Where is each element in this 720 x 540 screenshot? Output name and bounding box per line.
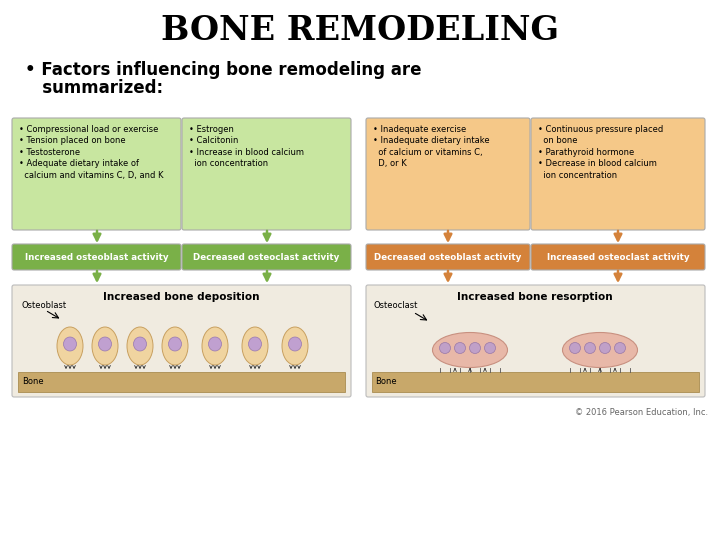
- Ellipse shape: [63, 337, 76, 351]
- FancyBboxPatch shape: [12, 285, 351, 397]
- Ellipse shape: [600, 342, 611, 354]
- Ellipse shape: [289, 337, 302, 351]
- Text: • Compressional load or exercise
• Tension placed on bone
• Testosterone
• Adequ: • Compressional load or exercise • Tensi…: [19, 125, 163, 180]
- Text: © 2016 Pearson Education, Inc.: © 2016 Pearson Education, Inc.: [575, 408, 708, 416]
- FancyBboxPatch shape: [531, 244, 705, 270]
- Ellipse shape: [454, 342, 466, 354]
- Ellipse shape: [469, 342, 480, 354]
- Ellipse shape: [248, 337, 261, 351]
- Ellipse shape: [242, 327, 268, 365]
- Ellipse shape: [99, 337, 112, 351]
- Ellipse shape: [202, 327, 228, 365]
- Text: Bone: Bone: [22, 377, 44, 387]
- FancyBboxPatch shape: [366, 118, 530, 230]
- Bar: [18, 372, 345, 392]
- Ellipse shape: [614, 342, 626, 354]
- Text: • Factors influencing bone remodeling are: • Factors influencing bone remodeling ar…: [25, 61, 421, 79]
- Text: • Inadequate exercise
• Inadequate dietary intake
  of calcium or vitamins C,
  : • Inadequate exercise • Inadequate dieta…: [373, 125, 490, 168]
- Text: • Continuous pressure placed
  on bone
• Parathyroid hormone
• Decrease in blood: • Continuous pressure placed on bone • P…: [538, 125, 663, 180]
- FancyBboxPatch shape: [366, 285, 705, 397]
- Ellipse shape: [585, 342, 595, 354]
- Text: Bone: Bone: [375, 377, 397, 387]
- FancyBboxPatch shape: [12, 244, 181, 270]
- Text: summarized:: summarized:: [25, 79, 163, 97]
- Text: Osteoblast: Osteoblast: [22, 300, 67, 309]
- Ellipse shape: [485, 342, 495, 354]
- Text: Increased osteoblast activity: Increased osteoblast activity: [24, 253, 168, 261]
- Ellipse shape: [127, 327, 153, 365]
- Ellipse shape: [133, 337, 146, 351]
- Text: Decreased osteoclast activity: Decreased osteoclast activity: [193, 253, 340, 261]
- FancyBboxPatch shape: [182, 244, 351, 270]
- FancyBboxPatch shape: [366, 244, 530, 270]
- Bar: [372, 372, 699, 392]
- Text: Increased osteoclast activity: Increased osteoclast activity: [546, 253, 689, 261]
- Text: Increased bone deposition: Increased bone deposition: [103, 292, 259, 302]
- Text: • Estrogen
• Calcitonin
• Increase in blood calcium
  ion concentration: • Estrogen • Calcitonin • Increase in bl…: [189, 125, 304, 168]
- FancyBboxPatch shape: [12, 118, 181, 230]
- Text: Osteoclast: Osteoclast: [374, 300, 418, 309]
- Ellipse shape: [570, 342, 580, 354]
- Ellipse shape: [433, 333, 508, 368]
- Ellipse shape: [168, 337, 181, 351]
- FancyBboxPatch shape: [182, 118, 351, 230]
- Text: BONE REMODELING: BONE REMODELING: [161, 14, 559, 46]
- Ellipse shape: [439, 342, 451, 354]
- Ellipse shape: [562, 333, 637, 368]
- Ellipse shape: [282, 327, 308, 365]
- Ellipse shape: [92, 327, 118, 365]
- Text: Decreased osteoblast activity: Decreased osteoblast activity: [374, 253, 522, 261]
- FancyBboxPatch shape: [531, 118, 705, 230]
- Text: Increased bone resorption: Increased bone resorption: [457, 292, 613, 302]
- Ellipse shape: [57, 327, 83, 365]
- Ellipse shape: [162, 327, 188, 365]
- Ellipse shape: [209, 337, 222, 351]
